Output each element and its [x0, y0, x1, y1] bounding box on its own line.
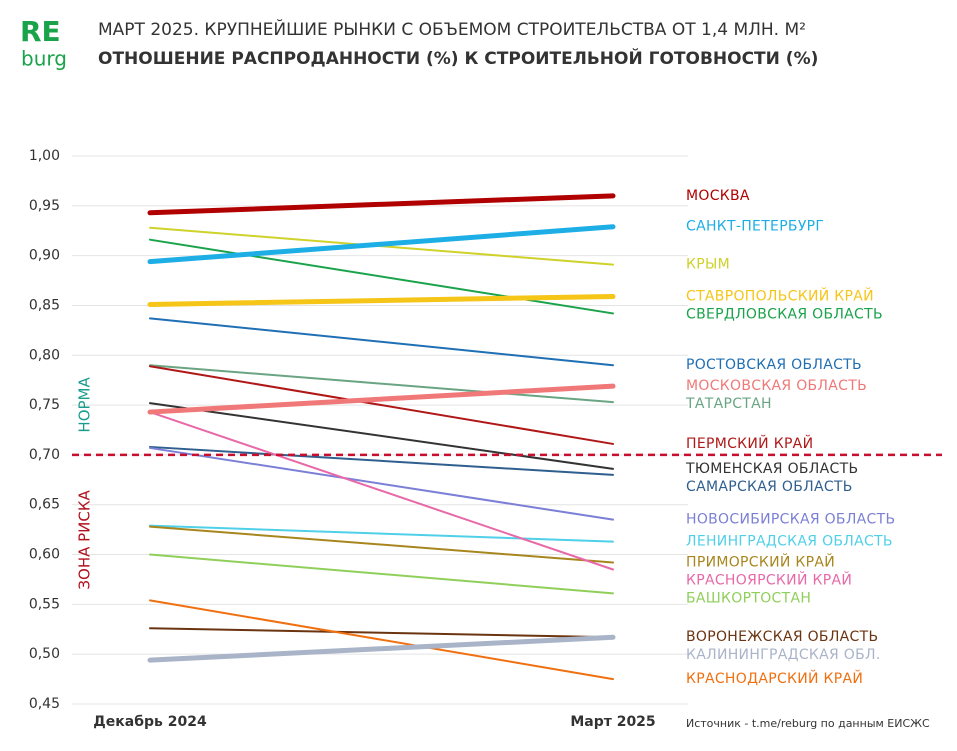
y-tick-label: 1,00: [29, 148, 60, 164]
y-tick-label: 0,75: [29, 397, 60, 413]
series-label: ВОРОНЕЖСКАЯ ОБЛАСТЬ: [686, 629, 878, 645]
series-line: [147, 293, 616, 307]
series-label: КРАСНОЯРСКИЙ КРАЙ: [686, 571, 852, 589]
series-label: КРАСНОДАРСКИЙ КРАЙ: [686, 669, 863, 687]
source: Источник - t.me/reburg по данным ЕИСЖС: [686, 717, 930, 730]
series-line: [149, 525, 614, 564]
series-line: [147, 193, 616, 216]
chart-title: МАРТ 2025. КРУПНЕЙШИЕ РЫНКИ С ОБЪЕМОМ СТ…: [98, 18, 806, 40]
series-label: СТАВРОПОЛЬСКИЙ КРАЙ: [686, 286, 874, 304]
series-label: РОСТОВСКАЯ ОБЛАСТЬ: [686, 357, 862, 373]
zone-risk: ЗОНА РИСКА: [76, 489, 94, 589]
series-line: [149, 627, 614, 639]
y-tick-label: 0,55: [29, 596, 60, 612]
x-tick-label: Март 2025: [570, 714, 655, 730]
series-line: [149, 553, 614, 595]
series-line: [149, 524, 614, 543]
x-tick-label: Декабрь 2024: [93, 714, 207, 730]
series-line: [147, 634, 616, 663]
series-label: ЛЕНИНГРАДСКАЯ ОБЛАСТЬ: [686, 534, 893, 550]
series-label: ТАТАРСТАН: [685, 396, 772, 412]
series-line: [147, 224, 616, 265]
series-line: [149, 364, 614, 404]
logo-burg: burg: [21, 47, 67, 71]
series-label: БАШКОРТОСТАН: [686, 591, 811, 607]
series-label: ТЮМЕНСКАЯ ОБЛАСТЬ: [685, 461, 858, 477]
series-label: КАЛИНИНГРАДСКАЯ ОБЛ.: [686, 647, 881, 663]
y-tick-label: 0,50: [29, 646, 60, 662]
series-label: МОСКОВСКАЯ ОБЛАСТЬ: [686, 378, 867, 394]
series-line: [149, 317, 614, 367]
series-label: КРЫМ: [686, 257, 730, 273]
series-line: [149, 599, 614, 681]
y-tick-label: 0,80: [29, 347, 60, 363]
zone-norm: НОРМА: [76, 377, 94, 433]
series-line: [147, 383, 616, 415]
y-tick-label: 0,90: [29, 248, 60, 264]
series-line: [149, 445, 614, 476]
y-tick-label: 0,65: [29, 497, 60, 513]
y-tick-label: 0,70: [29, 447, 60, 463]
series-line: [149, 411, 614, 571]
y-tick-label: 0,45: [29, 696, 60, 712]
series-line: [149, 238, 614, 315]
series-label: САМАРСКАЯ ОБЛАСТЬ: [686, 479, 853, 495]
series-label: МОСКВА: [686, 188, 750, 204]
y-tick-label: 0,60: [29, 547, 60, 563]
series-line: [149, 365, 614, 445]
series-line: [149, 446, 614, 521]
series-label: СВЕРДЛОВСКАЯ ОБЛАСТЬ: [686, 306, 883, 322]
chart-subtitle: ОТНОШЕНИЕ РАСПРОДАННОСТИ (%) К СТРОИТЕЛЬ…: [98, 47, 818, 69]
series-label: САНКТ-ПЕТЕРБУРГ: [686, 219, 824, 235]
series-line: [149, 402, 614, 470]
series-label: НОВОСИБИРСКАЯ ОБЛАСТЬ: [686, 512, 895, 528]
logo-re: RE: [20, 15, 61, 48]
y-tick-label: 0,85: [29, 297, 60, 313]
series-label: ПРИМОРСКИЙ КРАЙ: [686, 553, 835, 571]
y-tick-label: 0,95: [29, 198, 60, 214]
series-label: ПЕРМСКИЙ КРАЙ: [686, 434, 813, 452]
